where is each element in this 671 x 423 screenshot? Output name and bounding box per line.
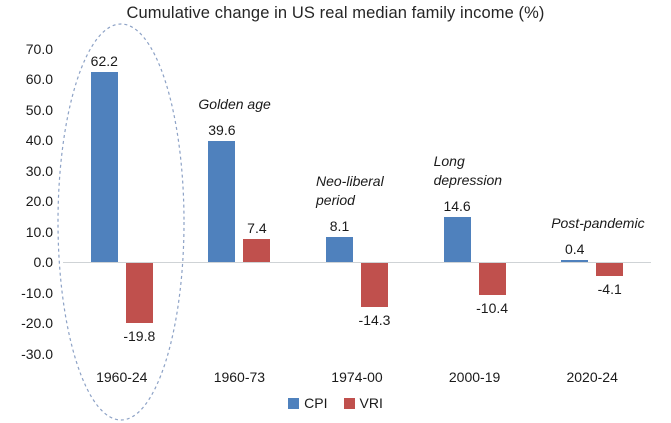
x-axis-label: 2000-19 (448, 369, 501, 385)
period-annotation-line: depression (433, 172, 503, 189)
bar-cpi-1960-73 (208, 141, 236, 262)
x-axis-line (63, 262, 651, 263)
period-annotation: Neo-liberal period (316, 172, 476, 210)
value-label: -14.3 (358, 311, 391, 328)
y-axis-tick-label: 20.0 (25, 193, 53, 209)
period-annotation-line: period (316, 192, 355, 209)
value-label: 39.6 (208, 122, 236, 139)
y-axis-tick-label: -20.0 (21, 315, 53, 331)
legend-swatch-cpi (288, 397, 300, 409)
period-annotation-line: Post-pandemic (551, 215, 645, 231)
period-annotation-line: Neo-liberal (316, 173, 384, 190)
value-label: -10.4 (476, 299, 509, 316)
bar-cpi-2020-24 (561, 260, 589, 262)
period-annotation: Post-pandemic (551, 214, 671, 233)
legend-label: CPI (304, 395, 328, 411)
legend-swatch-vri (343, 397, 355, 409)
period-annotation: Golden age (198, 95, 358, 114)
y-axis-tick-label: 40.0 (25, 132, 53, 148)
period-annotation-line: Long (433, 153, 465, 170)
y-axis-tick-label: 10.0 (25, 223, 53, 240)
legend-label: VRI (359, 395, 383, 411)
period-annotation: Long depression (434, 152, 594, 190)
x-axis-label: 1960-73 (213, 369, 266, 385)
legend-item-cpi: CPI (288, 395, 328, 411)
bar-vri-1960-73 (243, 239, 271, 262)
chart-title: Cumulative change in US real median fami… (126, 4, 545, 22)
value-label: 7.4 (247, 220, 267, 237)
period-annotation-line: Golden age (198, 96, 271, 113)
value-label: -4.1 (597, 280, 622, 297)
bar-cpi-1960-24 (90, 72, 118, 262)
y-axis-tick-label: 60.0 (25, 71, 53, 87)
y-axis-tick-label: 0.0 (33, 254, 53, 270)
bar-vri-2000-19 (478, 263, 506, 295)
y-axis-tick-label: 30.0 (25, 162, 53, 179)
value-label: 14.6 (443, 198, 471, 215)
y-axis-tick-label: -30.0 (21, 345, 53, 362)
x-axis-label: 1960-24 (96, 369, 148, 385)
legend: CPI VRI (0, 393, 671, 413)
y-axis-tick-label: 50.0 (25, 101, 53, 118)
value-label: 8.1 (329, 218, 350, 235)
bar-cpi-2000-19 (443, 217, 471, 262)
x-axis-label: 1974-00 (331, 369, 383, 385)
value-label: 0.4 (564, 241, 585, 257)
x-axis-label: 2020-24 (566, 369, 618, 385)
y-axis-tick-label: 70.0 (25, 40, 53, 57)
bar-cpi-1974-00 (326, 237, 353, 262)
bar-vri-2020-24 (596, 263, 624, 276)
value-label: -19.8 (123, 328, 156, 345)
value-label: 62.2 (90, 53, 118, 70)
legend-item-vri: VRI (343, 395, 383, 411)
bar-vri-1960-24 (125, 263, 153, 324)
y-axis-tick-label: -10.0 (21, 284, 53, 301)
bar-vri-1974-00 (361, 263, 388, 307)
